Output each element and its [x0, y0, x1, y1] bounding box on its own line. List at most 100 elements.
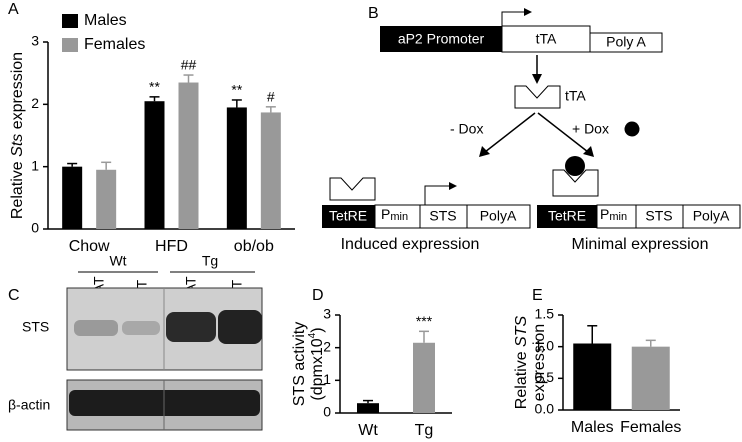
pmin-sub: min — [390, 211, 408, 223]
y-axis-label: expression — [531, 324, 548, 401]
error-bar — [67, 162, 78, 167]
y-tick-label: 1 — [31, 157, 39, 173]
band — [218, 310, 262, 344]
label-part: expression — [9, 52, 26, 134]
polya-label: Poly A — [606, 34, 646, 50]
legend-swatch — [62, 38, 78, 52]
error-bar — [363, 399, 373, 404]
row-label: STS — [22, 319, 49, 335]
arrowhead — [583, 146, 594, 157]
significance-label: ** — [149, 79, 160, 95]
x-tick-label: Wt — [358, 422, 378, 439]
panel-letter: D — [312, 287, 324, 304]
label-part: (dpmx10 — [309, 338, 326, 400]
bar — [631, 346, 670, 410]
bar — [413, 342, 435, 413]
tetre-label: TetRE — [548, 208, 586, 224]
polya-box — [589, 32, 663, 53]
x-tick-label: ob/ob — [234, 238, 274, 255]
polya-label: PolyA — [693, 208, 730, 224]
x-tick-label: Males — [571, 419, 614, 436]
tss-arrow — [501, 11, 530, 26]
y-axis-label: (dpmx104) — [307, 327, 327, 400]
arrow — [537, 112, 589, 153]
y-tick-label: 0.0 — [535, 401, 555, 417]
legend-label: Females — [84, 36, 145, 53]
panel-letter: E — [532, 287, 543, 304]
pmin-main: P — [381, 206, 390, 222]
minus-dox: - Dox — [450, 121, 483, 137]
panel-letter: C — [8, 287, 20, 304]
y-axis-label: STS activity — [291, 322, 308, 406]
dox-icon — [624, 121, 640, 137]
error-bar — [183, 74, 194, 83]
bar — [260, 112, 281, 229]
bar — [573, 343, 612, 410]
polya-box — [682, 204, 741, 229]
caption: Induced expression — [341, 236, 480, 253]
error-bar — [101, 161, 112, 170]
pmin-label: Pmin — [381, 206, 408, 223]
y-tick-label: 1 — [323, 371, 331, 387]
label-part: STS activity — [291, 322, 308, 406]
x-tick-label: Tg — [415, 422, 434, 439]
x-tick-label: Females — [620, 419, 681, 436]
x-tick-label: Chow — [69, 238, 110, 255]
arrowhead — [449, 182, 457, 190]
tta-protein — [514, 85, 561, 109]
error-bar — [645, 339, 656, 347]
polya-label: PolyA — [480, 208, 517, 224]
bar — [96, 169, 117, 229]
error-bar — [265, 106, 276, 113]
bar — [357, 403, 379, 413]
polya-box — [466, 204, 531, 229]
y-tick-label: 0 — [323, 404, 331, 420]
bar — [226, 107, 247, 229]
bar — [144, 101, 165, 229]
y-axis-label: Relative STS — [513, 315, 530, 409]
sts-label: STS — [645, 208, 672, 224]
gene-label: tTA — [536, 31, 557, 47]
significance-label: ** — [231, 82, 242, 98]
diagram: B aP2 Promoter tTA Poly A tTA - Dox + Do… — [322, 5, 741, 253]
plus-dox: + Dox — [572, 121, 609, 137]
label-part: ) — [309, 327, 326, 332]
y-tick-label: 2 — [323, 338, 331, 354]
y-tick-label: 0.5 — [535, 369, 555, 385]
label-part: Sts — [9, 134, 26, 157]
legend-swatch — [62, 14, 78, 28]
group-label: Wt — [109, 253, 126, 269]
y-tick-label: 1.0 — [535, 337, 555, 353]
promoter-label: aP2 Promoter — [398, 31, 485, 47]
label-part: STS — [513, 315, 530, 346]
bar — [62, 166, 83, 229]
error-bar — [587, 325, 598, 344]
tss-arrow — [424, 185, 455, 205]
label-part: Relative — [9, 157, 26, 219]
arrowhead — [532, 74, 542, 84]
sts-label: STS — [429, 208, 456, 224]
significance-label: ## — [181, 57, 197, 73]
band — [166, 312, 216, 342]
error-bar — [231, 99, 242, 108]
y-axis-label: Relative Sts expression — [9, 52, 26, 219]
tetre-box — [322, 205, 375, 228]
significance-label: *** — [416, 313, 433, 329]
arrow — [484, 112, 536, 153]
y-tick-label: 2 — [31, 95, 39, 111]
blot: C Wt Tg WAT BAT WAT BAT STS β-actin — [8, 253, 263, 431]
pmin-label: Pmin — [600, 206, 627, 223]
label-part: Relative — [513, 347, 530, 409]
y-tick-label: 1.5 — [535, 306, 555, 322]
band — [74, 320, 118, 336]
row-label: β-actin — [8, 397, 50, 413]
panel-letter: B — [368, 5, 379, 22]
band — [122, 321, 160, 335]
x-tick-label: HFD — [155, 238, 188, 255]
y-tick-label: 3 — [323, 306, 331, 322]
label-part: 4 — [307, 332, 318, 338]
tta-protein — [552, 169, 599, 197]
promoter-box — [380, 26, 502, 52]
y-tick-label: 0 — [31, 220, 39, 236]
